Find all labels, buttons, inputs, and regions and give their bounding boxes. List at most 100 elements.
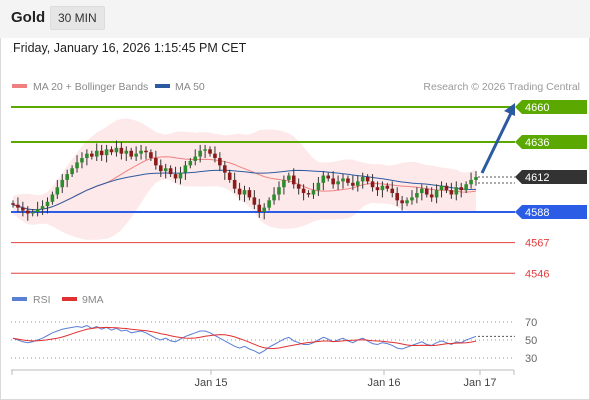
candle: [429, 187, 434, 202]
candle: [75, 155, 79, 173]
candle: [410, 190, 414, 205]
candle: [90, 150, 94, 160]
candle: [277, 181, 281, 201]
candle: [114, 140, 119, 157]
level-label-4636: 4636: [525, 137, 549, 149]
candle: [158, 159, 163, 177]
candles: [11, 140, 478, 221]
rsi-ma-legend-label: 9MA: [82, 294, 104, 306]
candle: [222, 160, 227, 180]
level-tag-4612: [515, 170, 587, 184]
candle: [218, 152, 222, 172]
projection: [480, 103, 515, 174]
candle: [287, 172, 291, 183]
rsi-panel: 70 50 30: [11, 317, 537, 365]
candle: [341, 174, 345, 189]
rsi-level-label-30: 30: [525, 353, 537, 365]
candle: [80, 152, 84, 169]
candle: [134, 146, 138, 161]
projection-arrow-head: [504, 103, 515, 116]
candle: [321, 171, 326, 191]
candle: [40, 200, 45, 215]
candle: [208, 146, 212, 157]
ma50-line: [12, 169, 477, 211]
rsi-legend-label: RSI: [33, 294, 51, 306]
candle: [242, 185, 247, 202]
level-label-4660: 4660: [525, 102, 549, 114]
candle: [65, 169, 69, 188]
candle: [272, 187, 276, 205]
moving-averages: [12, 156, 477, 211]
x-tick-label: Jan 16: [367, 377, 400, 389]
candle: [178, 166, 183, 185]
candle: [109, 146, 114, 156]
candle: [444, 182, 449, 194]
candle: [375, 181, 380, 196]
candle: [400, 195, 404, 211]
candle: [124, 146, 129, 161]
candle: [237, 182, 242, 201]
candle: [30, 209, 35, 217]
candle: [144, 146, 148, 160]
candle: [55, 179, 60, 199]
candle: [267, 197, 271, 211]
symbol-title: Gold: [11, 9, 46, 26]
candle: [25, 206, 30, 221]
rsi-level-label-50: 50: [525, 335, 537, 347]
candle: [154, 150, 158, 170]
candle: [355, 175, 360, 192]
candle: [99, 144, 104, 161]
level-label-4567: 4567: [525, 238, 549, 250]
candle: [311, 182, 316, 199]
candle: [262, 203, 267, 220]
level-tag-4660: [515, 100, 587, 114]
candle: [149, 149, 153, 161]
level-label-4546: 4546: [525, 268, 549, 280]
candle: [370, 174, 375, 192]
candle: [163, 163, 168, 179]
candle: [70, 165, 74, 177]
candle: [306, 190, 311, 198]
candle: [390, 181, 395, 198]
level-label-4588: 4588: [525, 207, 549, 219]
candle: [360, 172, 365, 189]
candle: [119, 142, 124, 160]
candle: [188, 158, 193, 169]
candle: [183, 160, 188, 180]
candle: [247, 187, 252, 201]
level-tag-4636: [515, 135, 587, 149]
timeframe-button[interactable]: 30 MIN: [50, 6, 105, 30]
x-tick-label: Jan 17: [463, 377, 496, 389]
candle: [94, 143, 99, 161]
candle: [346, 175, 350, 186]
candle: [60, 174, 65, 194]
level-tag-4588: [515, 205, 587, 219]
candle: [21, 201, 25, 217]
candle: [336, 175, 340, 191]
datetime-label: Friday, January 16, 2026 1:15:45 PM CET: [13, 41, 247, 55]
level-label-4612: 4612: [525, 172, 549, 184]
candle: [434, 184, 439, 204]
candle: [331, 171, 335, 189]
candle: [16, 197, 20, 212]
candle: [326, 172, 331, 182]
candle: [464, 181, 468, 194]
candle: [459, 182, 464, 198]
candle: [252, 190, 257, 210]
candle: [173, 166, 178, 183]
candle: [296, 178, 301, 195]
candle: [474, 171, 478, 186]
candle: [213, 146, 217, 163]
x-axis-ticks: Jan 15 Jan 16 Jan 17: [11, 370, 515, 389]
candle: [50, 191, 55, 205]
candle: [11, 200, 15, 208]
candle: [282, 175, 286, 195]
candle: [439, 181, 444, 198]
candle: [415, 187, 419, 204]
bollinger-band-fill: [13, 118, 476, 240]
candle: [257, 198, 262, 218]
candle: [104, 144, 109, 163]
level-tags: 4660 4636 4612 4588 4567 4546: [515, 100, 587, 280]
candle: [424, 185, 429, 198]
candle: [129, 147, 134, 160]
